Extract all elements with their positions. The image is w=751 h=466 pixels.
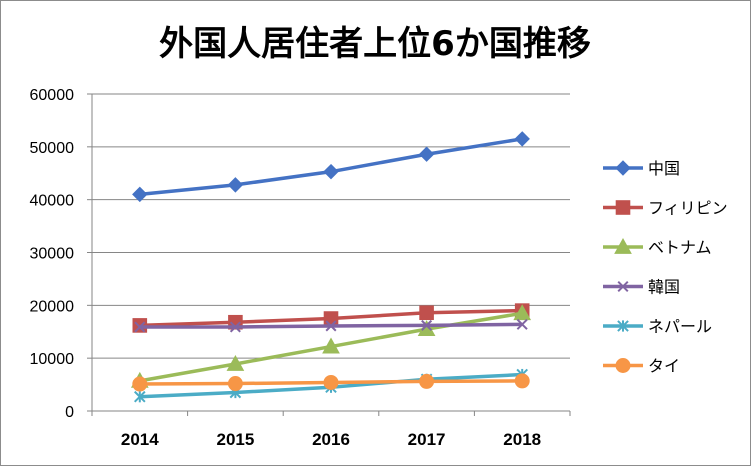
series-5 bbox=[132, 373, 530, 392]
data-point-diamond bbox=[227, 177, 244, 193]
data-point-star bbox=[617, 320, 629, 332]
chart-title: 外国人居住者上位6か国推移 bbox=[159, 24, 591, 64]
legend-item: フィリピン bbox=[603, 199, 728, 218]
data-point-circle bbox=[615, 358, 631, 373]
data-point-square bbox=[615, 200, 631, 215]
y-tick-label: 0 bbox=[65, 404, 74, 421]
data-point-circle bbox=[323, 374, 339, 390]
series-0 bbox=[132, 131, 530, 203]
legend-label: ネパール bbox=[648, 317, 712, 336]
data-point-triangle bbox=[614, 237, 632, 254]
legend-item: 韓国 bbox=[603, 278, 680, 297]
legend-item: タイ bbox=[603, 357, 680, 376]
data-point-diamond bbox=[615, 160, 631, 176]
series-layer bbox=[130, 131, 532, 403]
y-tick-label: 60000 bbox=[30, 87, 75, 104]
y-tick-label: 20000 bbox=[30, 298, 75, 315]
legend-label: 韓国 bbox=[648, 278, 680, 297]
legend-label: ベトナム bbox=[648, 238, 712, 257]
y-tick-label: 40000 bbox=[30, 193, 75, 210]
legend-item: ネパール bbox=[603, 317, 712, 336]
data-point-diamond bbox=[323, 163, 339, 180]
data-point-x bbox=[516, 318, 528, 330]
data-point-x bbox=[617, 280, 629, 293]
y-tick-label: 10000 bbox=[30, 351, 75, 368]
y-tick-label: 30000 bbox=[30, 246, 75, 263]
data-point-square bbox=[419, 305, 434, 321]
data-point-x bbox=[325, 320, 337, 332]
data-point-x bbox=[229, 321, 241, 333]
legend-label: タイ bbox=[648, 357, 680, 376]
data-point-x bbox=[134, 321, 146, 333]
gridlines bbox=[92, 93, 570, 359]
data-point-circle bbox=[419, 373, 435, 389]
x-tick-label: 2014 bbox=[121, 430, 159, 449]
data-point-x bbox=[421, 319, 433, 331]
data-point-square bbox=[323, 311, 339, 326]
legend-label: フィリピン bbox=[648, 199, 728, 218]
data-point-triangle bbox=[226, 354, 245, 371]
data-point-circle bbox=[514, 373, 530, 389]
data-point-diamond bbox=[514, 131, 530, 147]
legend-item: 中国 bbox=[603, 159, 680, 178]
legend-item: ベトナム bbox=[603, 237, 712, 257]
data-point-diamond bbox=[132, 186, 148, 203]
axes: 0 10000 20000 30000 40000 50000 60000 2014 2015 2… bbox=[30, 87, 571, 449]
x-tick-label: 2018 bbox=[503, 430, 541, 449]
data-point-triangle bbox=[513, 304, 532, 321]
x-tick-label: 2017 bbox=[408, 430, 446, 449]
y-tick-label: 50000 bbox=[30, 140, 75, 157]
legend-label: 中国 bbox=[648, 159, 680, 178]
data-point-circle bbox=[227, 376, 243, 392]
x-tick-label: 2015 bbox=[216, 430, 254, 449]
data-point-star bbox=[133, 390, 146, 403]
data-point-diamond bbox=[418, 146, 435, 162]
x-tick-label: 2016 bbox=[312, 430, 350, 449]
series-3 bbox=[134, 318, 528, 333]
data-point-circle bbox=[132, 376, 148, 392]
data-point-triangle bbox=[322, 337, 340, 354]
